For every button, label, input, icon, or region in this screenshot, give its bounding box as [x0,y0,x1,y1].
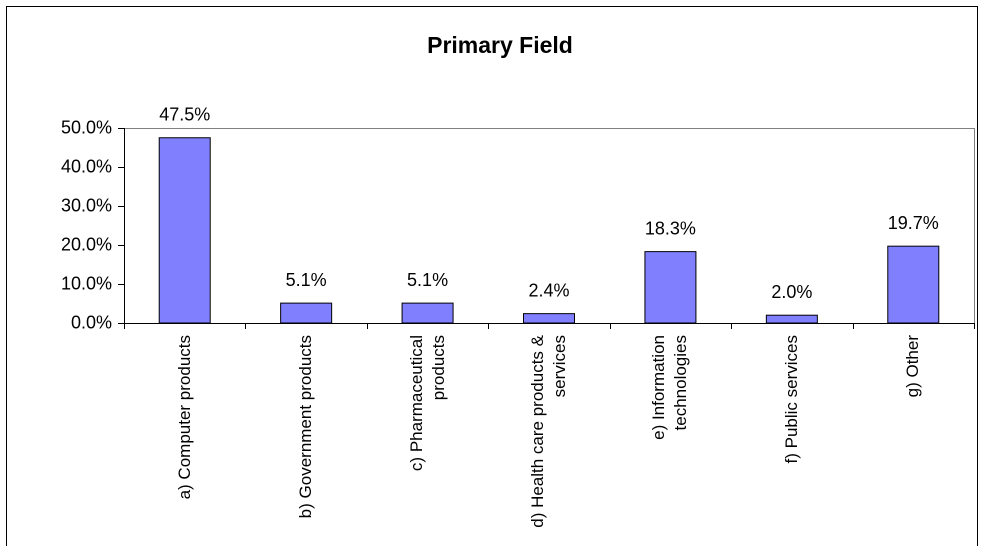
data-label: 18.3% [645,218,696,238]
y-tick-label: 40.0% [61,156,112,176]
bar [280,302,333,324]
data-label: 5.1% [286,270,327,290]
data-label: 2.4% [528,280,569,300]
chart-title: Primary Field [427,32,573,58]
y-tick-label: 0.0% [71,312,112,332]
bar [887,245,940,324]
bar [523,313,575,324]
data-label: 47.5% [159,105,210,125]
bar [765,314,818,324]
x-tick-label: b) Government products [296,335,316,519]
y-tick-label: 20.0% [61,234,112,254]
data-label: 19.7% [888,213,939,233]
x-tick-label: c) Pharmaceutical products [406,335,448,472]
y-tick-label: 10.0% [61,273,112,293]
data-label: 5.1% [407,270,448,290]
data-label: 2.0% [771,282,812,302]
bar [158,137,211,324]
bar [644,251,697,324]
x-tick-label: e) Information technologies [649,335,691,440]
x-tick-label: f) Public services [781,335,801,464]
x-tick-label: g) Other [903,335,923,398]
x-tick-label: d) Health care products & services [528,335,569,528]
chart-frame [6,6,978,546]
y-tick-label: 30.0% [61,195,112,215]
x-tick-label: a) Computer products [174,335,194,500]
bar [401,302,454,324]
y-tick-label: 50.0% [61,117,112,137]
